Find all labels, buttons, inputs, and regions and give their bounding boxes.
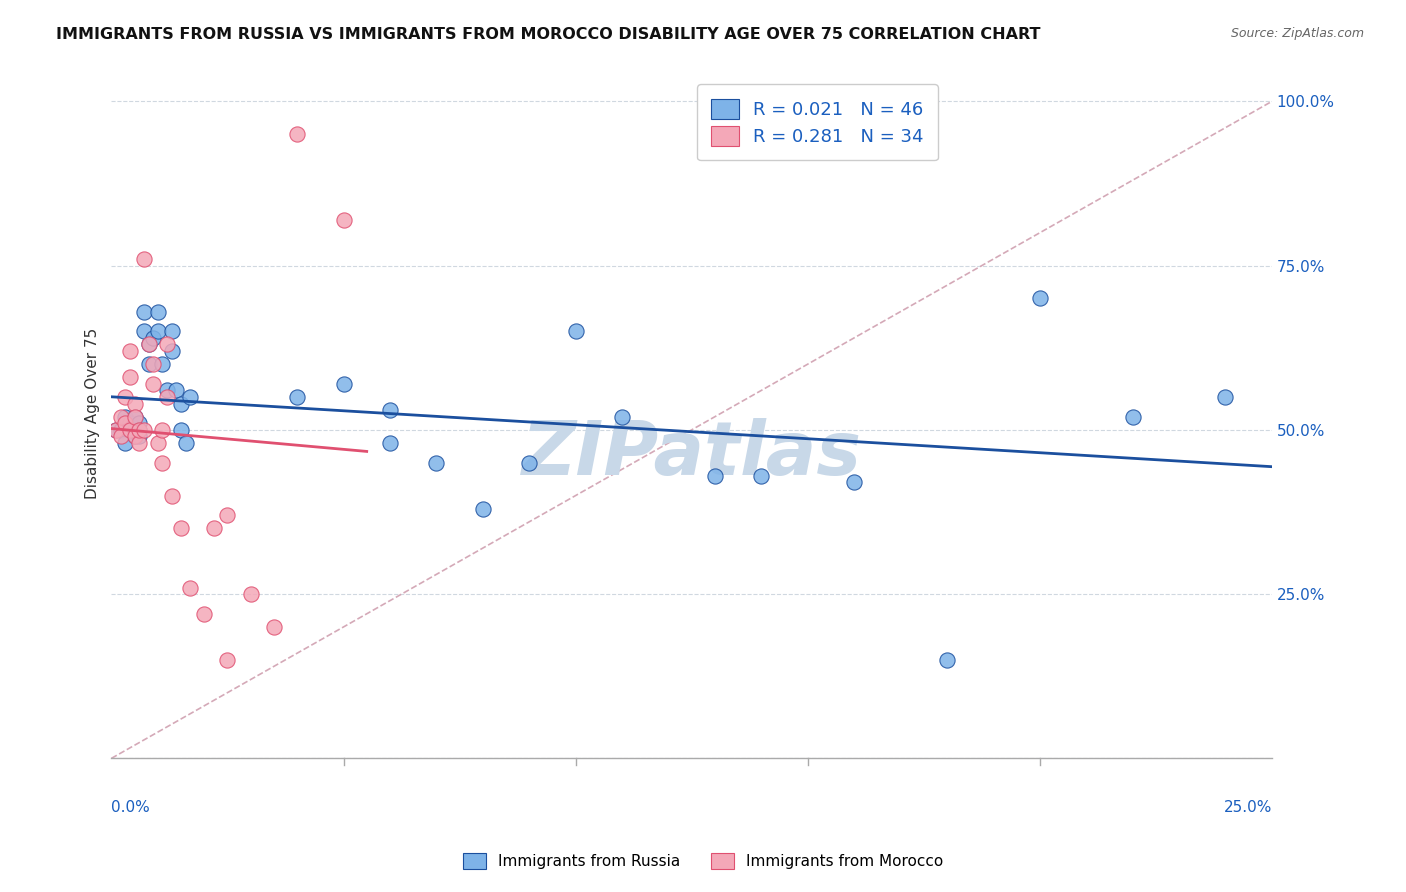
Point: [124, 423, 146, 437]
Point: [1029, 292, 1052, 306]
Point: [118, 370, 141, 384]
Point: [170, 423, 193, 437]
Point: [114, 390, 136, 404]
Text: 25.0%: 25.0%: [1223, 800, 1272, 814]
Point: [110, 423, 132, 437]
Point: [156, 337, 179, 351]
Point: [517, 456, 540, 470]
Point: [124, 409, 146, 424]
Point: [160, 489, 183, 503]
Point: [128, 417, 150, 431]
Point: [170, 521, 193, 535]
Point: [118, 417, 141, 431]
Point: [114, 409, 136, 424]
Text: 0.0%: 0.0%: [111, 800, 150, 814]
Point: [165, 384, 187, 398]
Point: [217, 508, 239, 523]
Point: [124, 429, 146, 443]
Point: [179, 390, 201, 404]
Point: [138, 337, 160, 351]
Point: [1122, 409, 1144, 424]
Point: [142, 357, 165, 371]
Point: [124, 396, 146, 410]
Point: [217, 653, 239, 667]
Point: [156, 390, 179, 404]
Point: [118, 344, 141, 359]
Point: [332, 376, 354, 391]
Point: [152, 357, 174, 371]
Point: [124, 423, 146, 437]
Point: [263, 620, 285, 634]
Point: [146, 324, 169, 338]
Point: [142, 331, 165, 345]
Point: [138, 337, 160, 351]
Point: [193, 607, 215, 621]
Point: [128, 429, 150, 443]
Point: [142, 376, 165, 391]
Point: [152, 423, 174, 437]
Point: [170, 396, 193, 410]
Point: [114, 417, 136, 431]
Point: [118, 423, 141, 437]
Point: [132, 252, 155, 266]
Point: [114, 436, 136, 450]
Point: [110, 429, 132, 443]
Y-axis label: Disability Age Over 75: Disability Age Over 75: [86, 327, 100, 499]
Point: [146, 436, 169, 450]
Text: ZIPatlas: ZIPatlas: [522, 418, 862, 491]
Point: [378, 436, 401, 450]
Point: [749, 468, 772, 483]
Point: [152, 456, 174, 470]
Point: [138, 357, 160, 371]
Text: IMMIGRANTS FROM RUSSIA VS IMMIGRANTS FROM MOROCCO DISABILITY AGE OVER 75 CORRELA: IMMIGRANTS FROM RUSSIA VS IMMIGRANTS FRO…: [56, 27, 1040, 42]
Point: [425, 456, 447, 470]
Point: [128, 423, 150, 437]
Point: [610, 409, 633, 424]
Legend: R = 0.021   N = 46, R = 0.281   N = 34: R = 0.021 N = 46, R = 0.281 N = 34: [697, 85, 938, 161]
Point: [132, 304, 155, 318]
Point: [160, 324, 183, 338]
Point: [179, 581, 201, 595]
Point: [118, 423, 141, 437]
Point: [174, 436, 197, 450]
Point: [128, 436, 150, 450]
Point: [703, 468, 725, 483]
Point: [132, 423, 155, 437]
Point: [105, 423, 128, 437]
Point: [202, 521, 225, 535]
Point: [118, 423, 141, 437]
Point: [332, 212, 354, 227]
Point: [285, 127, 308, 141]
Point: [842, 475, 865, 490]
Point: [239, 587, 262, 601]
Point: [285, 390, 308, 404]
Point: [132, 324, 155, 338]
Point: [124, 409, 146, 424]
Point: [124, 429, 146, 443]
Point: [936, 653, 959, 667]
Point: [471, 501, 494, 516]
Point: [105, 423, 128, 437]
Point: [1215, 390, 1237, 404]
Point: [160, 344, 183, 359]
Point: [378, 403, 401, 417]
Point: [110, 409, 132, 424]
Legend: Immigrants from Russia, Immigrants from Morocco: Immigrants from Russia, Immigrants from …: [457, 847, 949, 875]
Point: [564, 324, 586, 338]
Point: [128, 423, 150, 437]
Text: Source: ZipAtlas.com: Source: ZipAtlas.com: [1230, 27, 1364, 40]
Point: [156, 384, 179, 398]
Point: [146, 304, 169, 318]
